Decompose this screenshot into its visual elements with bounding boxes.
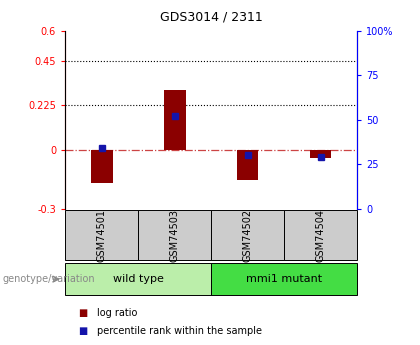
- Text: ■: ■: [78, 308, 87, 318]
- Text: GSM74502: GSM74502: [242, 209, 252, 262]
- Bar: [284, 210, 357, 260]
- Text: log ratio: log ratio: [97, 308, 137, 318]
- Text: ■: ■: [78, 326, 87, 336]
- Text: genotype/variation: genotype/variation: [2, 274, 95, 284]
- Bar: [164, 90, 186, 149]
- Bar: [65, 263, 211, 295]
- Bar: [236, 149, 258, 180]
- Text: percentile rank within the sample: percentile rank within the sample: [97, 326, 262, 336]
- Text: mmi1 mutant: mmi1 mutant: [246, 274, 322, 284]
- Bar: [310, 149, 331, 158]
- Bar: [65, 210, 138, 260]
- Bar: [211, 263, 357, 295]
- Text: GSM74503: GSM74503: [170, 209, 180, 262]
- Bar: [91, 149, 113, 183]
- Text: GDS3014 / 2311: GDS3014 / 2311: [160, 10, 262, 23]
- Text: wild type: wild type: [113, 274, 163, 284]
- Bar: [211, 210, 284, 260]
- Text: GSM74501: GSM74501: [97, 209, 107, 262]
- Bar: [138, 210, 211, 260]
- Text: GSM74504: GSM74504: [315, 209, 326, 262]
